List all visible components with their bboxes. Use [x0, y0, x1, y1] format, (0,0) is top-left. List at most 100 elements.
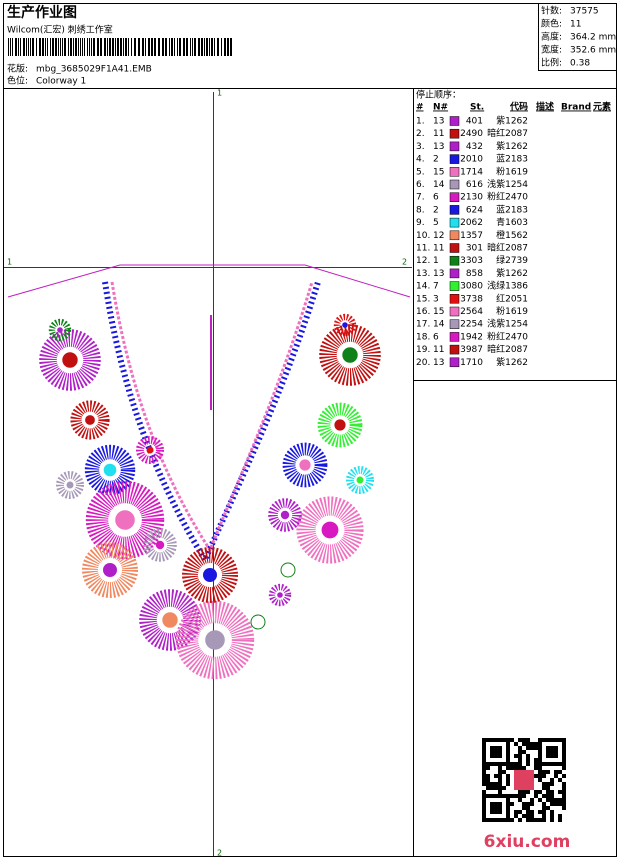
needle: 13 [433, 269, 444, 279]
qr-module [550, 818, 554, 822]
qr-module [538, 774, 542, 778]
color-swatch [449, 116, 460, 126]
qr-module [518, 738, 522, 742]
qr-module [550, 754, 554, 758]
qr-logo [514, 770, 534, 790]
needle: 12 [433, 231, 444, 241]
qr-module [518, 750, 522, 754]
qr-module [482, 746, 486, 750]
qr-module [558, 802, 562, 806]
code: 粉1619 [496, 165, 528, 177]
color-swatch [449, 357, 460, 368]
bar [26, 38, 27, 56]
qr-module [542, 814, 546, 818]
bar [162, 38, 164, 56]
qr-module [506, 738, 510, 742]
column-header: 代码 [509, 101, 528, 113]
row-number: 10. [416, 231, 430, 241]
qr-module [534, 762, 538, 766]
code: 浅紫1254 [487, 318, 528, 330]
bar [148, 38, 150, 56]
qr-module [494, 806, 498, 810]
bar [158, 38, 160, 56]
stitches: 858 [466, 269, 483, 279]
qr-module [498, 738, 502, 742]
qr-module [526, 758, 530, 762]
qr-module [490, 794, 494, 798]
qr-module [506, 810, 510, 814]
qr-module [522, 766, 526, 770]
qr-module [546, 786, 550, 790]
bar [177, 38, 178, 56]
qr-module [482, 774, 486, 778]
bar [60, 38, 61, 56]
qr-module [522, 802, 526, 806]
motif [296, 496, 364, 564]
code: 紫1262 [496, 357, 528, 368]
row-number: 11. [416, 244, 430, 254]
qr-module [562, 806, 566, 810]
qr-module [490, 786, 494, 790]
outline [7, 264, 411, 298]
needle: 2 [433, 205, 439, 215]
design-file: mbg_3685029F1A41.EMB [36, 65, 152, 75]
qr-module [494, 762, 498, 766]
bar [73, 38, 74, 56]
row-number: 17. [416, 320, 430, 330]
bar [39, 38, 41, 56]
bar [64, 38, 66, 56]
qr-module [526, 802, 530, 806]
qr-module [526, 810, 530, 814]
color-swatch [449, 281, 460, 291]
qr-module [542, 806, 546, 810]
qr-module [506, 758, 510, 762]
bar [23, 38, 25, 56]
barcode [8, 38, 232, 56]
motif [280, 510, 290, 520]
motif [62, 352, 78, 368]
color-swatch [449, 217, 460, 228]
motif [342, 322, 348, 328]
stitches: 3738 [460, 294, 483, 304]
qr-module [542, 818, 546, 822]
qr-module [554, 738, 558, 742]
bar [10, 38, 11, 56]
qr-module [562, 786, 566, 790]
qr-module [506, 802, 510, 806]
color-swatch [449, 268, 460, 279]
motif [175, 600, 255, 680]
motif [317, 402, 363, 448]
qr-module [522, 794, 526, 798]
needle: 15 [433, 167, 444, 177]
motif [342, 347, 358, 363]
studio: Wilcom(汇宏) 刺绣工作室 [7, 24, 113, 36]
bar [32, 38, 34, 56]
bar [12, 38, 13, 56]
bar [214, 38, 215, 56]
qr-module [554, 750, 558, 754]
qr-module [546, 806, 550, 810]
needle: 11 [433, 345, 444, 355]
motif [57, 327, 63, 333]
color-swatch [449, 230, 460, 241]
qr-module [506, 750, 510, 754]
colorway: Colorway 1 [36, 77, 86, 87]
bar [47, 38, 48, 56]
qr-module [530, 742, 534, 746]
qr-module [502, 762, 506, 766]
qr-module [506, 762, 510, 766]
qr-module [562, 758, 566, 762]
watermark: 6xiu.com [484, 832, 571, 852]
row-number: 9. [416, 218, 425, 228]
qr-module [490, 782, 494, 786]
motif [319, 324, 381, 386]
color-swatch [449, 243, 460, 253]
needle: 7 [433, 282, 439, 292]
color-swatch [449, 294, 460, 304]
qr-module [550, 738, 554, 742]
qr-module [514, 742, 518, 746]
qr-module [546, 770, 550, 774]
bar [42, 38, 44, 56]
stitches: 624 [466, 205, 483, 215]
